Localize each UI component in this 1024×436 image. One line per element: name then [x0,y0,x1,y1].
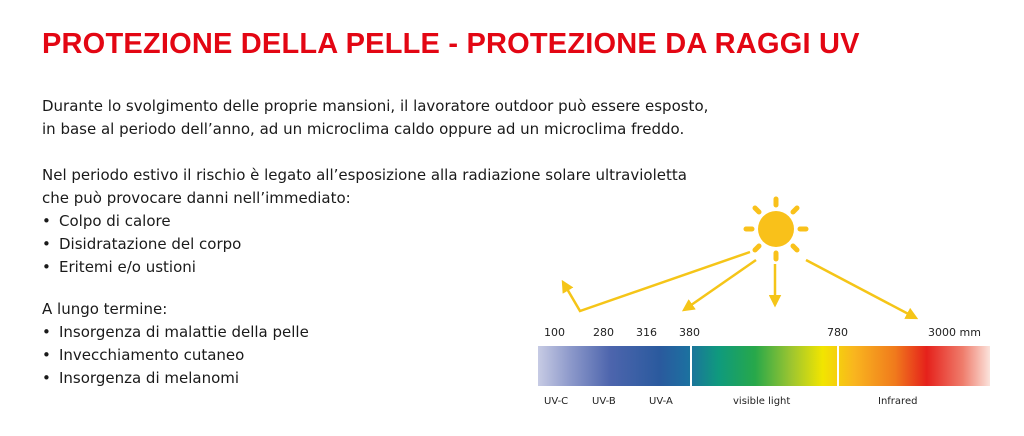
long-term-list: Insorgenza di malattie della pelle Invec… [42,321,309,390]
wavelength-label: 100 [544,326,565,339]
list-item: Invecchiamento cutaneo [42,344,309,367]
summer-line: che può provocare danni nell’immediato: [42,189,351,207]
band-label: UV-C [544,396,568,407]
intro-line: Durante lo svolgimento delle proprie man… [42,97,709,115]
list-item: Eritemi e/o ustioni [42,256,687,279]
wavelength-label: 280 [593,326,614,339]
intro-paragraph: Durante lo svolgimento delle proprie man… [42,95,708,141]
summer-line: Nel periodo estivo il rischio è legato a… [42,166,687,184]
radiation-arrows [561,250,919,320]
immediate-damage-list: Colpo di calore Disidratazione del corpo… [42,210,687,279]
band-label: UV-B [592,396,616,407]
band-label: Infrared [878,396,917,407]
wavelength-label: 3000 mm [928,326,981,339]
intro-line: in base al periodo dell’anno, ad un micr… [42,120,685,138]
long-term-heading: A lungo termine: [42,300,168,318]
list-item: Insorgenza di malattie della pelle [42,321,309,344]
wavelength-label: 380 [679,326,700,339]
sun-icon [743,196,809,262]
band-label: UV-A [649,396,673,407]
list-item: Insorgenza di melanomi [42,367,309,390]
wavelength-label: 780 [827,326,848,339]
band-dividers [690,346,839,386]
long-term-section: A lungo termine: Insorgenza di malattie … [42,298,309,390]
list-item: Colpo di calore [42,210,687,233]
wavelength-label: 316 [636,326,657,339]
band-label: visible light [733,396,790,407]
infrared-arrow [805,258,919,320]
uv-a-arrow [681,258,757,312]
uv-c-arrow [561,250,751,313]
page-title: PROTEZIONE DELLA PELLE - PROTEZIONE DA R… [42,28,860,60]
summer-risk-section: Nel periodo estivo il rischio è legato a… [42,164,687,279]
spectrum-bar [538,346,990,386]
list-item: Disidratazione del corpo [42,233,687,256]
